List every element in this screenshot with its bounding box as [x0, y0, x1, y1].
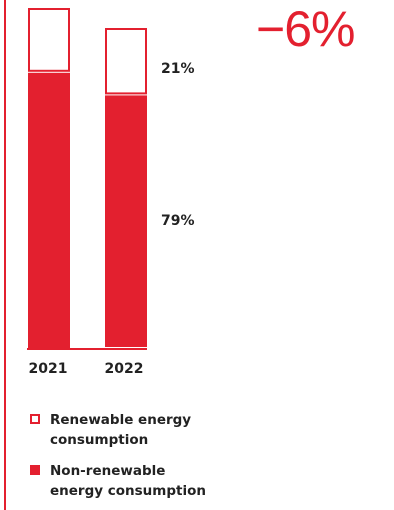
legend-label-renewable-line1: Renewable energy — [50, 412, 192, 428]
legend-item-nonrenewable: Non-renewable energy consumption — [30, 461, 206, 501]
data-label-renewable: 21% — [161, 61, 195, 77]
change-percentage: −6% — [256, 1, 355, 57]
tick-label-2021: 2021 — [29, 361, 68, 377]
filled-square-icon — [30, 465, 40, 475]
legend-label-renewable-line2: consumption — [50, 432, 149, 448]
tick-label-2022: 2022 — [105, 361, 144, 377]
legend-label-nonrenewable-line1: Non-renewable — [50, 463, 166, 479]
legend-item-renewable: Renewable energy consumption — [30, 410, 206, 450]
bar-renewable-2021 — [28, 8, 70, 72]
bars-group — [28, 8, 147, 349]
bar-nonrenewable-2022 — [105, 95, 147, 347]
bar-renewable-2022 — [105, 28, 147, 95]
bar-nonrenewable-2021 — [28, 72, 70, 349]
outline-square-icon — [30, 414, 40, 424]
legend: Renewable energy consumption Non-renewab… — [30, 410, 206, 501]
data-label-nonrenewable: 79% — [161, 213, 195, 229]
legend-label-nonrenewable-line2: energy consumption — [50, 483, 206, 499]
